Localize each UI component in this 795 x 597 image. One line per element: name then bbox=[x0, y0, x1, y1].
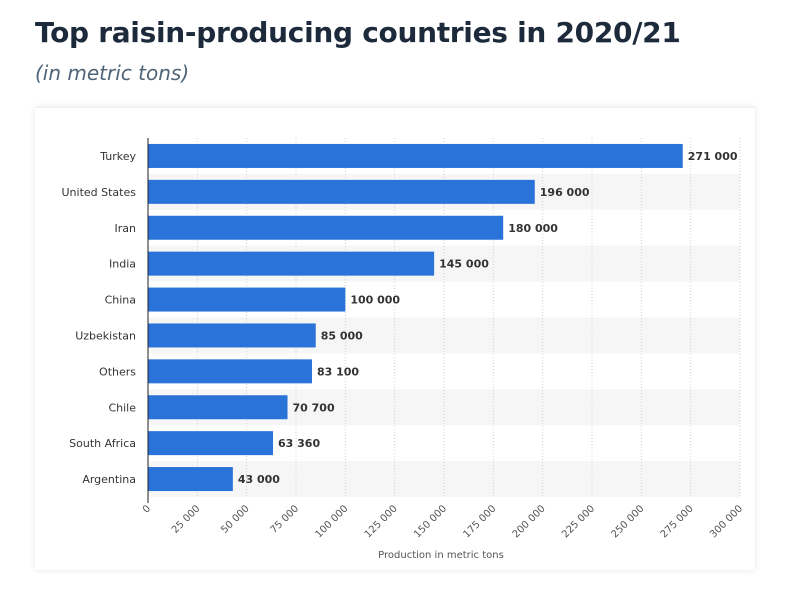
value-label: 43 000 bbox=[238, 473, 280, 486]
bar-chart: Turkey United States Iran India China Uzbekis… bbox=[62, 138, 745, 561]
x-tick-label: 25 000 bbox=[170, 503, 203, 536]
bars bbox=[148, 143, 683, 492]
row-stripes bbox=[148, 173, 740, 497]
bar bbox=[148, 467, 233, 492]
category-label: South Africa bbox=[69, 437, 136, 450]
x-tick-label: 75 000 bbox=[269, 503, 302, 536]
x-tick-label: 275 000 bbox=[659, 503, 696, 540]
x-tick-label: 300 000 bbox=[708, 503, 745, 540]
x-tick-label: 225 000 bbox=[560, 503, 597, 540]
x-tick-label: 175 000 bbox=[461, 503, 498, 540]
bar bbox=[148, 323, 316, 348]
x-tick-label: 200 000 bbox=[511, 503, 548, 540]
value-label: 70 700 bbox=[293, 401, 335, 414]
bar bbox=[148, 143, 683, 168]
category-labels: Turkey United States Iran India China Uzbekis… bbox=[62, 150, 137, 486]
value-label: 83 100 bbox=[317, 365, 359, 378]
chart-title: Top raisin-producing countries in 2020/2… bbox=[35, 16, 681, 49]
bar bbox=[148, 179, 535, 204]
x-tick-label: 0 bbox=[141, 503, 153, 515]
bar bbox=[148, 287, 346, 312]
x-tick-label: 150 000 bbox=[412, 503, 449, 540]
value-label: 196 000 bbox=[540, 186, 590, 199]
x-tick-labels: 0 25 000 50 000 75 000 100 000 125 000 150 000… bbox=[141, 503, 745, 540]
x-tick-label: 125 000 bbox=[363, 503, 400, 540]
value-label: 100 000 bbox=[350, 294, 400, 307]
x-tick-label: 100 000 bbox=[313, 503, 350, 540]
row-stripe bbox=[148, 461, 740, 497]
x-axis-title: Production in metric tons bbox=[378, 550, 504, 561]
bar bbox=[148, 251, 435, 276]
bar bbox=[148, 215, 504, 240]
bar bbox=[148, 395, 288, 420]
value-label: 271 000 bbox=[688, 150, 738, 163]
value-label: 180 000 bbox=[508, 222, 558, 235]
chart-card: Turkey United States Iran India China Uzbekis… bbox=[35, 107, 755, 570]
category-label: Argentina bbox=[82, 473, 136, 486]
value-label: 145 000 bbox=[439, 258, 489, 271]
category-label: Turkey bbox=[99, 150, 136, 163]
bar bbox=[148, 431, 274, 456]
bar bbox=[148, 359, 312, 384]
category-label: Chile bbox=[108, 401, 136, 414]
chart-subtitle: (in metric tons) bbox=[35, 61, 190, 85]
category-label: India bbox=[109, 258, 136, 271]
category-label: Uzbekistan bbox=[75, 329, 136, 342]
category-label: Iran bbox=[115, 222, 137, 235]
value-label: 63 360 bbox=[278, 437, 320, 450]
value-label: 85 000 bbox=[321, 329, 363, 342]
category-label: Others bbox=[99, 365, 136, 378]
category-label: United States bbox=[62, 186, 137, 199]
x-tick-label: 50 000 bbox=[219, 503, 252, 536]
category-label: China bbox=[105, 294, 136, 307]
value-labels: 271 000 196 000 180 000 145 000 100 000 85 00… bbox=[238, 150, 738, 486]
x-tick-label: 250 000 bbox=[609, 503, 646, 540]
